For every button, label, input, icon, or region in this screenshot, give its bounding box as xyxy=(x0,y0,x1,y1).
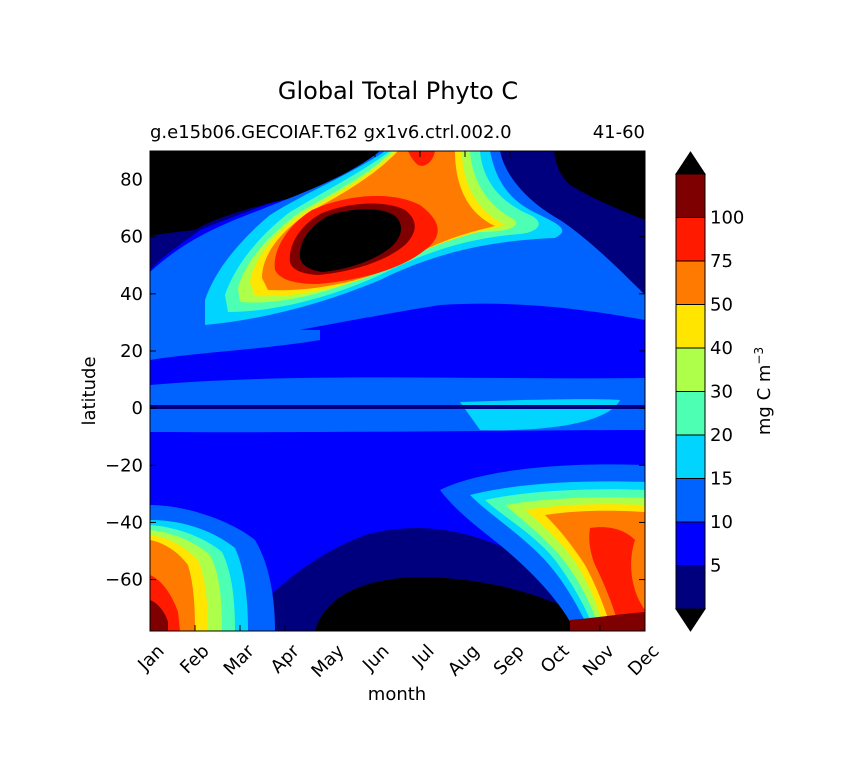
x-tick-label: May xyxy=(307,640,348,681)
colorbar-tick-label: 5 xyxy=(710,556,721,577)
y-tick-label: 60 xyxy=(120,227,143,248)
colorbar-tick-label: 100 xyxy=(710,208,744,229)
colorbar-segment xyxy=(676,174,705,218)
x-tick-label: Oct xyxy=(537,641,574,678)
colorbar-tick-label: 30 xyxy=(710,382,733,403)
polar-night-northeast xyxy=(555,151,645,220)
colorbar-tick-label: 40 xyxy=(710,338,733,359)
colorbar-segment xyxy=(676,348,705,392)
y-tick-label: 0 xyxy=(132,398,143,419)
x-tick-label: Feb xyxy=(176,641,213,678)
polar-night-northwest xyxy=(150,151,385,236)
y-tick-label: −60 xyxy=(105,570,143,591)
y-tick-label: 80 xyxy=(120,170,143,191)
x-tick-label: Aug xyxy=(444,641,484,681)
colorbar-extend-high xyxy=(675,151,706,175)
colorbar-segment xyxy=(676,304,705,349)
x-tick-label: Mar xyxy=(220,640,259,679)
colorbar-tick-label: 20 xyxy=(710,425,733,446)
colorbar: 5 10 15 20 30 40 50 75 100 xyxy=(675,151,744,632)
colorbar-segment xyxy=(676,478,705,523)
chart-subtitle-left: g.e15b06.GECOIAF.T62 gx1v6.ctrl.002.0 xyxy=(150,122,512,143)
x-tick-label: Sep xyxy=(490,641,529,680)
colorbar-label: mg C m−3 xyxy=(752,347,775,435)
north-bloom-core xyxy=(299,209,402,272)
chart-subtitle-right: 41-60 xyxy=(593,122,645,143)
north-bloom-jul-top xyxy=(408,151,435,166)
x-tick-label: Jun xyxy=(358,641,393,676)
sw-bloom-100-plus xyxy=(150,600,168,631)
colorbar-tick-label: 10 xyxy=(710,512,733,533)
y-axis: 80 60 40 20 0 −20 −40 −60 xyxy=(105,170,645,591)
colorbar-segment xyxy=(676,391,705,436)
y-tick-label: −40 xyxy=(105,512,143,533)
contour-field xyxy=(150,151,645,631)
colorbar-tick-label: 75 xyxy=(710,251,733,272)
colorbar-segment xyxy=(676,522,705,566)
colorbar-tick-label: 50 xyxy=(710,295,733,316)
colorbar-segment xyxy=(676,435,705,479)
chart-title: Global Total Phyto C xyxy=(278,77,518,105)
x-tick-label: Apr xyxy=(267,640,304,677)
y-axis-label: latitude xyxy=(79,356,100,425)
colorbar-segment xyxy=(676,217,705,262)
x-tick-label: Jul xyxy=(408,641,439,672)
y-tick-label: 20 xyxy=(120,341,143,362)
polar-night-south xyxy=(315,577,575,631)
colorbar-extend-low xyxy=(675,608,706,632)
x-tick-label: Dec xyxy=(624,641,663,680)
x-axis-label: month xyxy=(368,684,426,705)
equatorial-line xyxy=(150,405,645,409)
south-bloom-100-plus xyxy=(570,612,645,631)
colorbar-label-exponent: −3 xyxy=(752,347,766,365)
y-tick-label: −20 xyxy=(105,455,143,476)
plot-frame xyxy=(149,150,646,632)
colorbar-tick-label: 15 xyxy=(710,469,733,490)
y-tick-label: 40 xyxy=(120,284,143,305)
south-bloom-75-100 xyxy=(589,527,645,631)
colorbar-segment xyxy=(676,565,705,610)
colorbar-segment xyxy=(676,261,705,305)
x-tick-label: Nov xyxy=(579,640,619,680)
colorbar-label-main: mg C m xyxy=(754,365,775,436)
x-tick-label: Jan xyxy=(133,641,168,676)
